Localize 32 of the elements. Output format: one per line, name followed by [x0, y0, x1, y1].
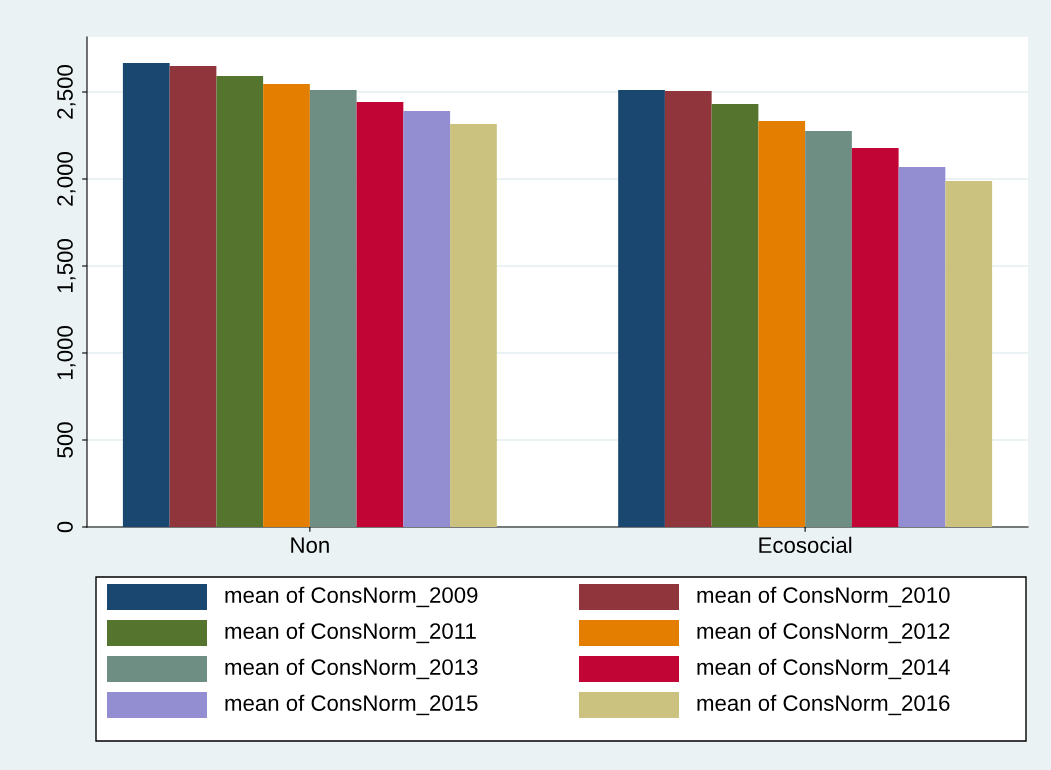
bar [263, 83, 310, 527]
bar [805, 130, 852, 527]
legend-label: mean of ConsNorm_2013 [225, 658, 478, 680]
bar [851, 148, 899, 527]
y-tick-label: 2,500 [57, 65, 76, 119]
bar [945, 180, 993, 527]
bar [758, 121, 806, 527]
y-tick-label: 1,500 [57, 239, 76, 293]
legend-label: mean of ConsNorm_2012 [697, 622, 950, 644]
bar [309, 90, 357, 527]
bar [664, 90, 712, 527]
legend-label: mean of ConsNorm_2011 [225, 622, 476, 644]
bar [403, 110, 451, 527]
legend-label: mean of ConsNorm_2010 [697, 586, 950, 608]
legend-label: mean of ConsNorm_2015 [225, 694, 478, 716]
x-tick-label: Non [291, 537, 329, 554]
bar [711, 103, 759, 527]
y-tick-label: 0 [57, 521, 73, 533]
legend-label: mean of ConsNorm_2009 [225, 586, 478, 608]
y-tick-label: 500 [57, 422, 73, 458]
bar [169, 66, 217, 527]
y-tick-label: 1,000 [57, 326, 76, 380]
y-tick-label: 2,000 [57, 152, 76, 206]
bar [216, 75, 264, 527]
legend-label: mean of ConsNorm_2016 [697, 694, 950, 716]
bar [898, 166, 946, 527]
bar [356, 101, 404, 527]
bar [618, 90, 665, 527]
x-tick-label: Ecosocial [759, 536, 852, 554]
bar [450, 124, 497, 527]
bar [122, 62, 170, 527]
legend-label: mean of ConsNorm_2014 [697, 658, 950, 680]
